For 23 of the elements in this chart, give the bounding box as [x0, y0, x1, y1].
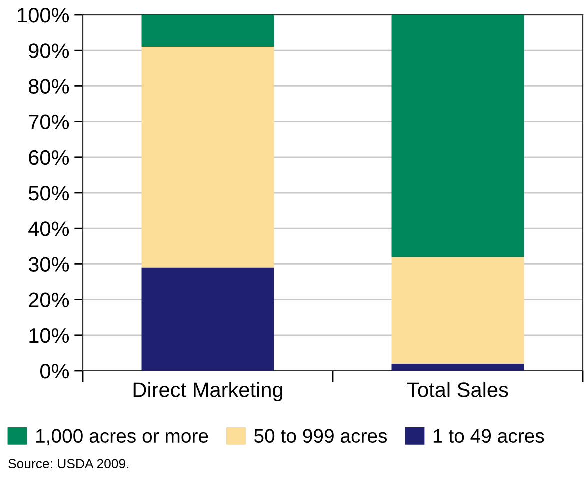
x-tick-label: Total Sales — [408, 382, 508, 398]
source-note: Source: USDA 2009. — [8, 459, 129, 469]
bar — [392, 257, 524, 364]
y-tick-label: 50% — [28, 186, 70, 201]
legend-label: 1,000 acres or more — [36, 429, 208, 446]
legend-label: 1 to 49 acres — [434, 429, 544, 444]
bar — [392, 15, 524, 258]
y-tick-label: 70% — [29, 114, 70, 130]
bar — [392, 364, 524, 371]
y-tick-label: 0% — [40, 364, 70, 379]
y-tick-label: 30% — [28, 257, 70, 272]
y-tick-label: 80% — [29, 79, 70, 94]
y-tick-label: 90% — [29, 44, 70, 58]
bar — [142, 268, 274, 371]
y-tick-label: 100% — [18, 8, 70, 23]
y-tick-label: 60% — [29, 150, 70, 166]
bar — [142, 15, 274, 48]
y-tick-label: 10% — [30, 328, 70, 344]
legend-label: 50 to 999 acres — [254, 429, 388, 444]
y-tick-label: 20% — [29, 292, 70, 308]
y-tick-label: 40% — [28, 222, 70, 236]
bar — [142, 47, 274, 268]
x-tick-label: Direct Marketing — [134, 382, 282, 402]
